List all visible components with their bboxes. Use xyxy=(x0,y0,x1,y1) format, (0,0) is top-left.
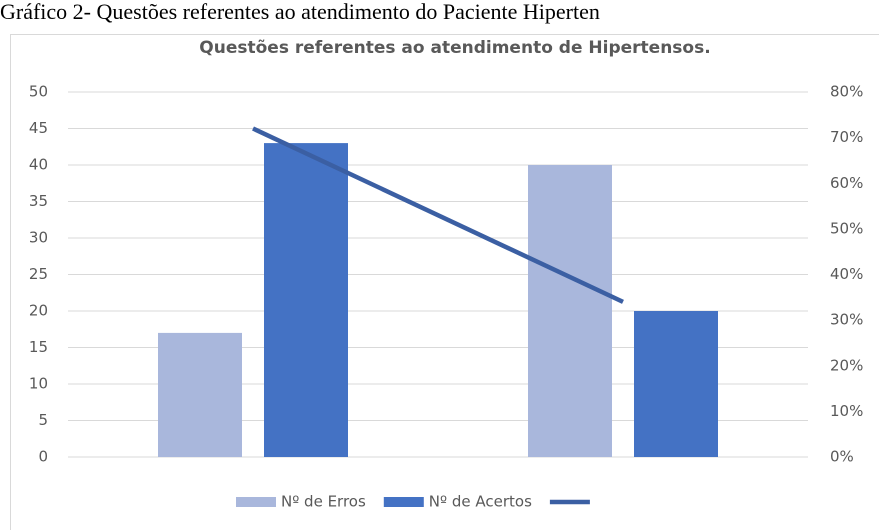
legend-label: Nº de Erros xyxy=(281,493,366,511)
legend-swatch xyxy=(236,497,276,507)
y2-tick-label: 70% xyxy=(830,128,863,146)
line xyxy=(252,126,624,304)
bar xyxy=(634,311,718,457)
y2-tick-label: 50% xyxy=(830,219,863,237)
bar xyxy=(264,143,348,457)
bar xyxy=(528,165,612,457)
y2-tick-label: 30% xyxy=(830,311,863,329)
y-tick-label: 20 xyxy=(29,302,48,320)
caption: Gráfico 2- Questões referentes ao atendi… xyxy=(0,0,600,24)
y-tick-label: 30 xyxy=(29,229,48,247)
y2-tick-label: 80% xyxy=(830,83,863,101)
y-tick-label: 40 xyxy=(29,156,48,174)
y2-tick-label: 20% xyxy=(830,356,863,374)
y2-tick-label: 0% xyxy=(830,448,854,466)
y-tick-label: 5 xyxy=(38,411,48,429)
y2-tick-label: 60% xyxy=(830,174,863,192)
y-tick-label: 10 xyxy=(29,375,48,393)
y-tick-label: 0 xyxy=(38,448,48,466)
y-tick-label: 15 xyxy=(29,338,48,356)
y-tick-label: 45 xyxy=(29,119,48,137)
bar xyxy=(158,332,242,457)
y2-tick-label: 10% xyxy=(830,402,863,420)
y2-tick-label: 40% xyxy=(830,265,863,283)
chart-frame xyxy=(10,34,879,530)
legend-label: Nº de Acertos xyxy=(429,493,532,511)
y-tick-label: 25 xyxy=(29,265,48,283)
chart-title: Questões referentes ao atendimento de Hi… xyxy=(199,38,710,58)
legend-swatch xyxy=(383,497,424,507)
y-tick-label: 35 xyxy=(29,192,48,210)
y-tick-label: 50 xyxy=(29,83,48,101)
